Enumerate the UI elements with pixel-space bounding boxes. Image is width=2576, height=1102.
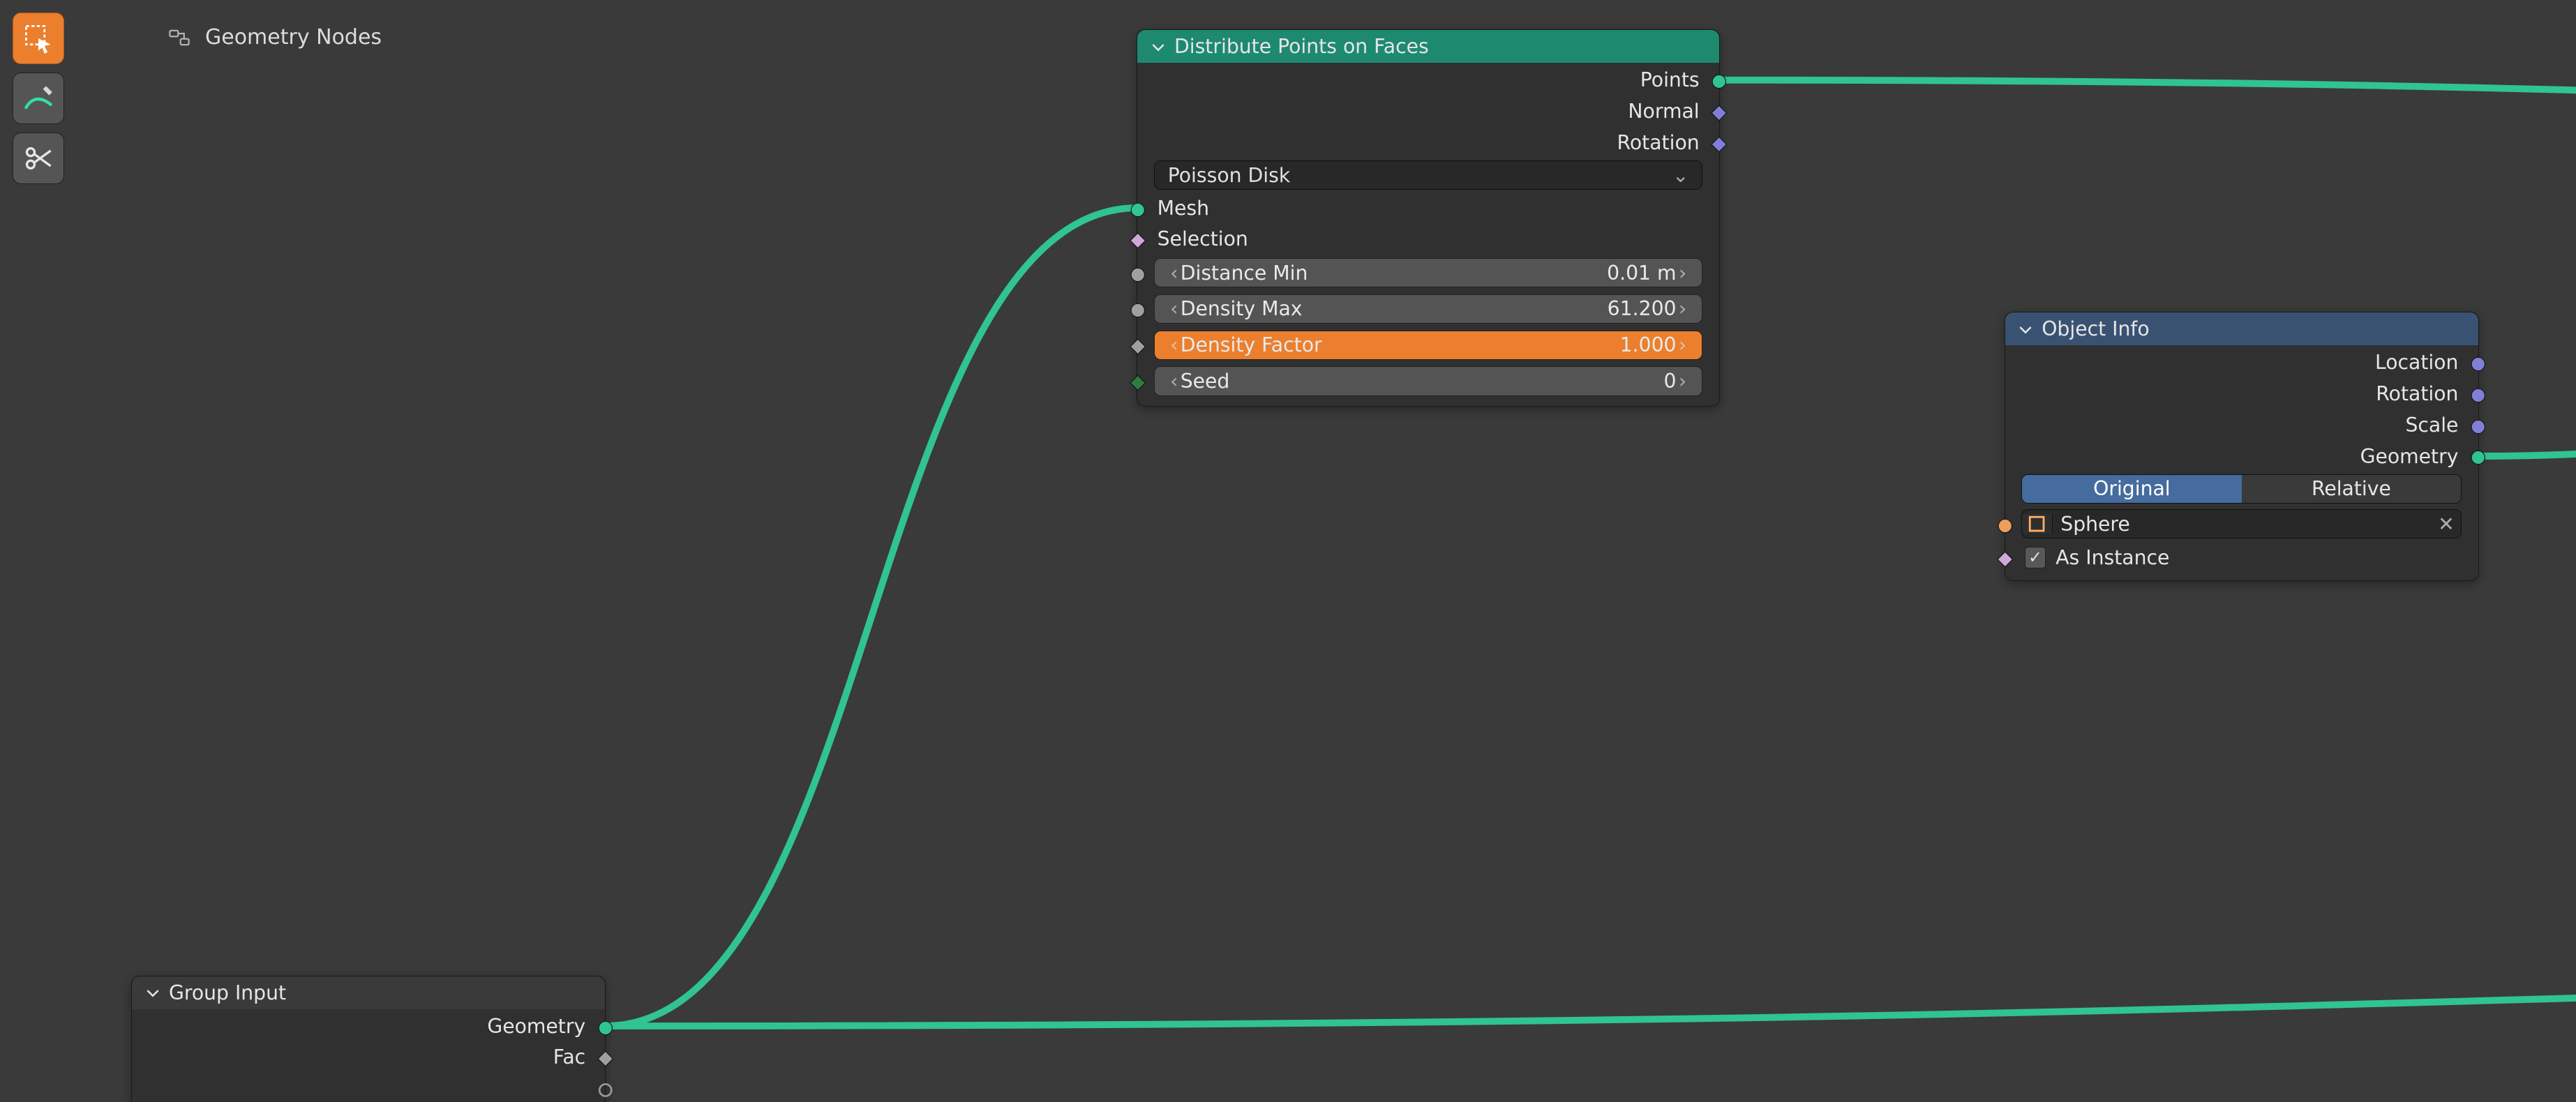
socket-in-dens_fac[interactable]	[1130, 337, 1146, 354]
output-label-rotation: Rotation	[2376, 382, 2458, 405]
collapse-icon[interactable]	[145, 985, 160, 1000]
transform-space-toggle[interactable]: Original Relative	[2021, 474, 2462, 504]
socket-in-dist_min[interactable]	[1130, 264, 1146, 281]
socket-out-location[interactable]	[2470, 354, 2487, 371]
socket-out-rotation[interactable]	[1711, 135, 1728, 151]
collapse-icon[interactable]	[1151, 39, 1166, 54]
annotate-icon	[23, 83, 54, 114]
socket-out-points[interactable]	[1711, 72, 1728, 89]
select-box-icon	[23, 23, 54, 54]
socket-in-object[interactable]	[1997, 516, 2014, 533]
segment-relative[interactable]: Relative	[2242, 475, 2462, 503]
socket-in-dens_max[interactable]	[1130, 301, 1146, 317]
wire	[605, 208, 1137, 1026]
input-row-mesh: Mesh	[1137, 193, 1719, 224]
output-label-geometry: Geometry	[487, 1015, 585, 1038]
links-cut-tool[interactable]	[13, 133, 64, 184]
output-label-location: Location	[2375, 351, 2458, 374]
node-body: Geometry Fac	[132, 1009, 605, 1102]
output-label-geometry: Geometry	[2360, 445, 2459, 468]
node-title: Object Info	[2042, 317, 2149, 340]
prop-field-dens_max[interactable]: ‹Density Max61.200›	[1154, 294, 1702, 324]
object-ref-row: Sphere ✕	[2005, 506, 2478, 542]
node-group_input[interactable]: Group Input Geometry Fac	[131, 976, 606, 1102]
collapse-icon[interactable]	[2018, 322, 2033, 337]
dropdown-row: Poisson Disk⌄	[1137, 158, 1719, 193]
output-row-rotation: Rotation	[1137, 127, 1719, 158]
as-instance-label: As Instance	[2055, 546, 2169, 569]
prop-row-dens_max: ‹Density Max61.200›	[1137, 291, 1719, 327]
socket-out-scale[interactable]	[2470, 417, 2487, 434]
output-row-rotation: Rotation	[2005, 378, 2478, 409]
socket-out-normal[interactable]	[1711, 103, 1728, 120]
socket-out-geometry[interactable]	[2470, 448, 2487, 465]
prop-row-dist_min: ‹Distance Min0.01 m›	[1137, 255, 1719, 291]
socket-in-mesh[interactable]	[1130, 199, 1146, 216]
segment-original[interactable]: Original	[2022, 475, 2242, 503]
node-distribute[interactable]: Distribute Points on Faces Points Normal Ro…	[1137, 29, 1720, 407]
prop-row-dens_fac: ‹Density Factor1.000›	[1137, 327, 1719, 363]
output-row-normal: Normal	[1137, 96, 1719, 127]
input-label-mesh: Mesh	[1158, 197, 1209, 220]
scissors-icon	[23, 143, 54, 174]
output-row-points: Points	[1137, 64, 1719, 96]
input-label-selection: Selection	[1158, 227, 1248, 250]
object-name: Sphere	[2053, 513, 2432, 536]
select-box-tool[interactable]	[13, 13, 64, 64]
geometry-nodes-icon	[167, 26, 191, 50]
output-label-rotation: Rotation	[1617, 131, 1699, 154]
output-row-location: Location	[2005, 347, 2478, 378]
node-header[interactable]: Distribute Points on Faces	[1137, 30, 1719, 63]
output-row-geometry: Geometry	[132, 1011, 605, 1042]
node-body: Points Normal Rotation Poisson Disk⌄ Mesh Sel…	[1137, 63, 1719, 406]
node-object_info[interactable]: Object Info Location Rotation Scale Geometry…	[2005, 312, 2479, 581]
output-row-scale: Scale	[2005, 409, 2478, 441]
prop-field-dens_fac[interactable]: ‹Density Factor1.000›	[1154, 331, 1702, 360]
prop-field-dist_min[interactable]: ‹Distance Min0.01 m›	[1154, 258, 1702, 287]
node-header[interactable]: Group Input	[132, 976, 605, 1009]
output-label-points: Points	[1640, 68, 1700, 91]
node-title: Distribute Points on Faces	[1174, 35, 1429, 58]
segments-row: Original Relative	[2005, 471, 2478, 506]
wire	[605, 969, 2576, 1026]
socket-in-seed[interactable]	[1130, 373, 1146, 390]
prop-row-seed: ‹Seed0›	[1137, 363, 1719, 400]
socket-out-rotation[interactable]	[2470, 386, 2487, 402]
output-row-virtual	[132, 1073, 605, 1102]
output-row-fac: Fac	[132, 1041, 605, 1073]
annotate-tool[interactable]	[13, 73, 64, 124]
node-body: Location Rotation Scale Geometry Original R…	[2005, 345, 2478, 580]
node-title: Group Input	[169, 981, 286, 1004]
socket-out-fac[interactable]	[597, 1049, 614, 1066]
output-label-normal: Normal	[1628, 100, 1699, 123]
as-instance-checkbox[interactable]	[2025, 547, 2046, 568]
clear-object-icon[interactable]: ✕	[2432, 513, 2461, 536]
socket-in-as_instance[interactable]	[1997, 550, 2014, 566]
output-row-geometry: Geometry	[2005, 441, 2478, 472]
wire	[1719, 80, 2576, 112]
node-header[interactable]: Object Info	[2005, 312, 2478, 345]
as-instance-row: As Instance	[2005, 542, 2478, 573]
editor-header: Geometry Nodes	[167, 25, 382, 50]
tool-column	[13, 13, 64, 184]
prop-field-seed[interactable]: ‹Seed0›	[1154, 366, 1702, 395]
output-label-scale: Scale	[2405, 414, 2458, 437]
object-browse-icon[interactable]	[2022, 514, 2052, 534]
mode-dropdown[interactable]: Poisson Disk⌄	[1154, 160, 1702, 190]
editor-title: Geometry Nodes	[205, 25, 382, 50]
socket-out-geometry[interactable]	[597, 1018, 614, 1034]
wire	[2478, 174, 2576, 456]
object-reference[interactable]: Sphere ✕	[2021, 509, 2462, 538]
socket-in-selection[interactable]	[1130, 231, 1146, 248]
output-label-fac: Fac	[553, 1046, 586, 1069]
socket-out-virtual[interactable]	[597, 1080, 614, 1097]
input-row-selection: Selection	[1137, 223, 1719, 255]
